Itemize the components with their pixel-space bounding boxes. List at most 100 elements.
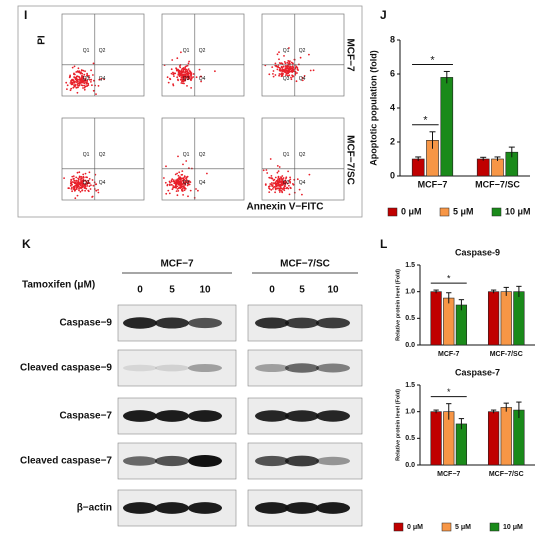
event-dot bbox=[87, 84, 90, 86]
event-dot bbox=[167, 81, 170, 84]
legend-label: 5 μM bbox=[453, 206, 474, 216]
event-dot bbox=[288, 74, 291, 77]
bar bbox=[513, 291, 525, 346]
y-tick-label: 4 bbox=[390, 102, 395, 112]
event-dot bbox=[182, 194, 185, 196]
y-tick-label: 0.0 bbox=[405, 342, 415, 349]
event-dot bbox=[278, 189, 281, 192]
event-dot bbox=[76, 194, 79, 197]
legend-swatch bbox=[489, 522, 500, 532]
event-dot bbox=[79, 81, 82, 84]
event-dot bbox=[166, 76, 169, 79]
event-dot bbox=[278, 187, 281, 190]
event-dot bbox=[91, 84, 93, 87]
event-dot bbox=[82, 69, 85, 72]
event-dot bbox=[182, 78, 185, 81]
event-dot bbox=[278, 181, 281, 184]
event-dot bbox=[187, 78, 190, 81]
flow-plot bbox=[61, 13, 145, 97]
event-dot bbox=[183, 75, 186, 77]
event-dot bbox=[79, 71, 81, 74]
event-dot bbox=[181, 82, 184, 85]
y-tick-label: 6 bbox=[390, 68, 395, 78]
event-dot bbox=[276, 187, 279, 190]
y-axis-label: Relative protein level (Fold) bbox=[395, 389, 401, 461]
legend-label: 0 μM bbox=[407, 524, 423, 531]
event-dot bbox=[284, 182, 287, 185]
event-dot bbox=[180, 51, 182, 54]
event-dot bbox=[184, 181, 187, 183]
blot-band bbox=[316, 456, 350, 466]
event-dot bbox=[301, 193, 303, 196]
event-dot bbox=[183, 73, 186, 76]
event-dot bbox=[177, 190, 180, 192]
event-dot bbox=[187, 62, 190, 65]
panel-label: I bbox=[24, 8, 27, 22]
event-dot bbox=[181, 183, 184, 186]
event-dot bbox=[92, 89, 95, 92]
dose-label: 5 bbox=[169, 285, 175, 296]
event-dot bbox=[171, 188, 174, 191]
blot-band bbox=[255, 455, 289, 467]
event-dot bbox=[272, 73, 274, 75]
event-dot bbox=[80, 178, 82, 181]
event-dot bbox=[76, 171, 79, 174]
blot-band bbox=[188, 317, 222, 329]
significance-label: * bbox=[447, 273, 451, 283]
event-dot bbox=[94, 183, 97, 186]
blot-band bbox=[285, 502, 319, 514]
event-dot bbox=[289, 62, 291, 65]
y-tick-label: 2 bbox=[390, 136, 395, 146]
event-dot bbox=[170, 68, 173, 71]
event-dot bbox=[175, 67, 178, 70]
event-dot bbox=[80, 69, 83, 72]
panel-frame bbox=[17, 5, 363, 218]
event-dot bbox=[78, 70, 81, 72]
event-dot bbox=[285, 65, 287, 68]
event-dot bbox=[276, 68, 279, 71]
blot-band bbox=[155, 364, 189, 372]
event-dot bbox=[77, 180, 79, 182]
event-dot bbox=[278, 73, 281, 75]
event-dot bbox=[174, 182, 177, 185]
quadrant-label: Q4 bbox=[199, 76, 206, 82]
event-dot bbox=[92, 184, 95, 187]
blot-band bbox=[123, 410, 157, 422]
event-dot bbox=[77, 67, 80, 70]
event-dot bbox=[270, 189, 273, 191]
event-dot bbox=[88, 76, 91, 79]
event-dot bbox=[80, 182, 82, 185]
event-dot bbox=[81, 185, 83, 188]
event-dot bbox=[277, 66, 280, 69]
event-dot bbox=[186, 181, 189, 184]
band-label: Cleaved caspase−7 bbox=[20, 456, 112, 467]
quadrant-label: Q2 bbox=[99, 152, 106, 158]
event-dot bbox=[187, 68, 190, 70]
blot-band bbox=[123, 317, 157, 329]
event-dot bbox=[76, 81, 78, 84]
event-dot bbox=[68, 187, 70, 190]
event-dot bbox=[70, 83, 73, 86]
event-dot bbox=[182, 80, 185, 83]
event-dot bbox=[289, 181, 292, 184]
event-dot bbox=[264, 184, 267, 186]
dose-label: 0 bbox=[269, 285, 275, 296]
event-dot bbox=[185, 160, 188, 162]
event-dot bbox=[170, 184, 173, 186]
event-dot bbox=[186, 70, 189, 73]
event-dot bbox=[276, 171, 279, 174]
event-dot bbox=[182, 177, 185, 180]
event-dot bbox=[278, 58, 280, 61]
flow-x-label: Annexin V−FITC bbox=[247, 202, 324, 213]
event-dot bbox=[186, 73, 189, 76]
event-dot bbox=[82, 183, 84, 186]
event-dot bbox=[80, 77, 83, 80]
event-dot bbox=[284, 181, 287, 184]
event-dot bbox=[86, 79, 89, 82]
flow-row-label: MCF−7 bbox=[344, 38, 355, 72]
chart-title: Caspase-7 bbox=[455, 367, 500, 377]
event-dot bbox=[262, 169, 265, 172]
blot-band bbox=[255, 317, 289, 329]
quadrant-label: Q3 bbox=[83, 180, 90, 186]
blot-band bbox=[188, 363, 222, 373]
